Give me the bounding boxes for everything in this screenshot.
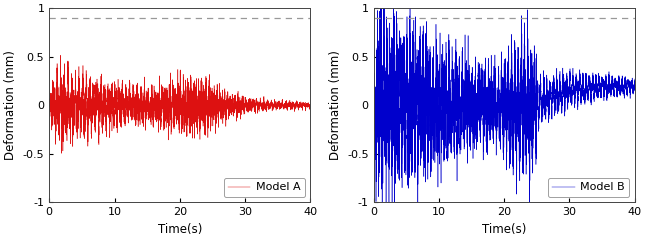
Model A (253, 102, 261, 105)
Model B (383, 47, 391, 50)
Model A (200, 97, 207, 100)
Model B (391, 225, 399, 228)
Legend: Model A: Model A (224, 178, 305, 197)
Model B (464, 104, 472, 107)
Model A (140, 100, 148, 103)
Model A (239, 102, 247, 105)
Model B (536, 91, 543, 94)
Model B (563, 87, 571, 90)
Model A (45, 104, 53, 107)
X-axis label: Time(s): Time(s) (482, 223, 526, 236)
Model A (57, 54, 65, 57)
Y-axis label: Deformation (mm): Deformation (mm) (329, 50, 342, 160)
Model B (525, 68, 532, 71)
Model A (211, 110, 219, 113)
Line: Model A: Model A (49, 55, 310, 153)
X-axis label: Time(s): Time(s) (158, 223, 202, 236)
Model A (306, 102, 314, 104)
Y-axis label: Deformation (mm): Deformation (mm) (4, 50, 17, 160)
Model A (58, 152, 66, 155)
Model B (370, 104, 377, 107)
Legend: Model B: Model B (548, 178, 629, 197)
Line: Model B: Model B (373, 0, 635, 227)
Model A (59, 100, 67, 102)
Model B (631, 78, 639, 80)
Model B (578, 99, 585, 102)
